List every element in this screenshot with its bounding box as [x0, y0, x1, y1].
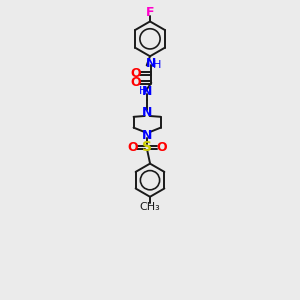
- Text: O: O: [130, 76, 141, 89]
- Text: N: N: [142, 85, 152, 98]
- Text: H: H: [153, 60, 161, 70]
- Text: N: N: [142, 106, 152, 119]
- Text: CH₃: CH₃: [140, 202, 160, 212]
- Text: N: N: [146, 57, 157, 70]
- Text: N: N: [142, 129, 152, 142]
- Text: O: O: [128, 140, 138, 154]
- Text: O: O: [130, 67, 141, 80]
- Text: S: S: [142, 140, 152, 154]
- Text: O: O: [156, 140, 167, 154]
- Text: F: F: [146, 6, 154, 19]
- Text: H: H: [139, 86, 147, 96]
